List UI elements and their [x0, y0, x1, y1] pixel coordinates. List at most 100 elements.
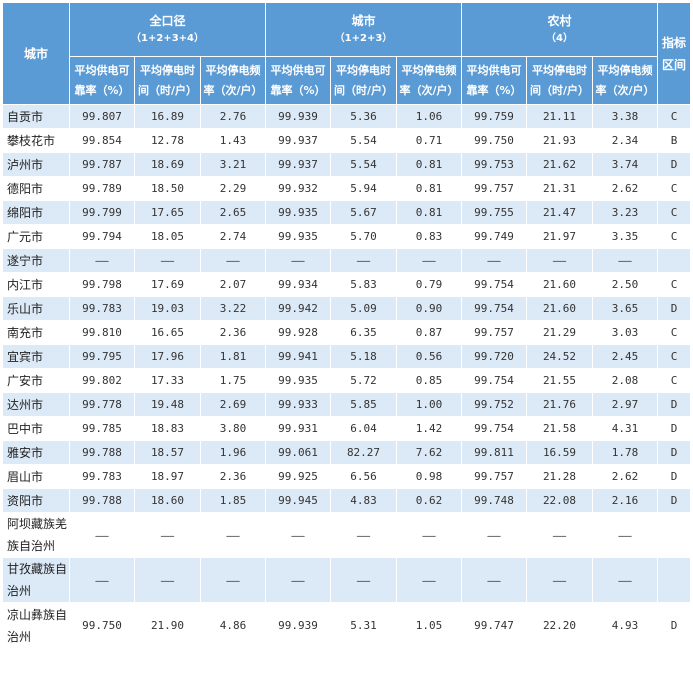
value-cell: 99.785 [69, 416, 135, 441]
city-name-cell: 乐山市 [2, 296, 70, 321]
value-cell: 19.48 [134, 392, 201, 417]
column-header-outage-frequency: 平均停电频率（次/户） [396, 56, 462, 105]
column-header-outage-time: 平均停电时间（时/户） [330, 56, 397, 105]
value-cell: 5.94 [330, 176, 397, 201]
value-cell: 99.720 [461, 344, 527, 369]
index-range-cell: D [657, 464, 692, 489]
table-row: 内江市 99.798 17.69 2.07 99.934 5.83 0.79 99.754 21… [2, 272, 692, 297]
value-cell: 1.42 [396, 416, 462, 441]
value-cell: —— [69, 512, 135, 558]
value-cell: 5.18 [330, 344, 397, 369]
value-cell: 99.937 [265, 152, 331, 177]
value-cell: 18.05 [134, 224, 201, 249]
value-cell: —— [526, 248, 593, 273]
value-cell: 0.71 [396, 128, 462, 153]
index-range-cell: D [657, 296, 692, 321]
value-cell: 21.55 [526, 368, 593, 393]
value-cell: 99.750 [69, 602, 135, 649]
value-cell: 0.87 [396, 320, 462, 345]
index-range-cell: C [657, 224, 692, 249]
column-header-reliability: 平均供电可靠率（%） [69, 56, 135, 105]
index-range-cell: C [657, 104, 692, 129]
value-cell: 99.945 [265, 488, 331, 513]
city-name-cell: 自贡市 [2, 104, 70, 129]
value-cell: —— [526, 512, 593, 558]
table-row: 自贡市 99.807 16.89 2.76 99.939 5.36 1.06 99.759 21… [2, 104, 692, 129]
value-cell: 0.85 [396, 368, 462, 393]
group-header-urban: 城市 （1+2+3） [265, 2, 462, 57]
value-cell: 99.749 [461, 224, 527, 249]
value-cell: 3.21 [200, 152, 266, 177]
city-name-cell: 攀枝花市 [2, 128, 70, 153]
value-cell: 2.62 [591, 176, 659, 201]
value-cell: 99.750 [461, 128, 527, 153]
index-range-cell: D [657, 488, 692, 513]
table-row: 绵阳市 99.799 17.65 2.65 99.935 5.67 0.81 99.755 21… [2, 200, 692, 225]
reliability-table: 城市 全口径 （1+2+3+4） 城市 （1+2+3） 农村 （4） 指标区间 … [2, 2, 692, 649]
group-subtitle: （4） [546, 32, 573, 44]
value-cell: —— [396, 512, 462, 558]
value-cell: 99.933 [265, 392, 331, 417]
table-row: 眉山市 99.783 18.97 2.36 99.925 6.56 0.98 99.757 21… [2, 464, 692, 489]
value-cell: 2.74 [200, 224, 266, 249]
value-cell: 1.75 [200, 368, 266, 393]
city-name-cell: 雅安市 [2, 440, 70, 465]
group-subtitle: （1+2+3+4） [131, 32, 204, 44]
value-cell: —— [526, 557, 593, 603]
value-cell: 0.81 [396, 200, 462, 225]
index-range-header: 指标区间 [657, 2, 692, 105]
value-cell: 99.937 [265, 128, 331, 153]
value-cell: 5.85 [330, 392, 397, 417]
city-name-line: 凉山彝族自 [7, 607, 68, 622]
value-cell: 6.04 [330, 416, 397, 441]
index-range-cell: C [657, 176, 692, 201]
value-cell: 99.061 [265, 440, 331, 465]
value-cell: —— [461, 557, 527, 603]
value-cell: 4.83 [330, 488, 397, 513]
value-cell: 3.80 [200, 416, 266, 441]
table-row: 广安市 99.802 17.33 1.75 99.935 5.72 0.85 99.754 21… [2, 368, 692, 393]
value-cell: 99.798 [69, 272, 135, 297]
value-cell: 99.935 [265, 200, 331, 225]
value-cell: 7.62 [396, 440, 462, 465]
value-cell: —— [134, 512, 201, 558]
value-cell: 0.81 [396, 152, 462, 177]
group-title: 全口径 [149, 13, 186, 28]
value-cell: 21.29 [526, 320, 593, 345]
city-name-cell: 广安市 [2, 368, 70, 393]
index-range-cell [657, 512, 692, 558]
value-cell: 5.31 [330, 602, 397, 649]
city-name-cell: 资阳市 [2, 488, 70, 513]
value-cell: 1.78 [591, 440, 659, 465]
city-name-cell: 宜宾市 [2, 344, 70, 369]
value-cell: —— [134, 557, 201, 603]
index-range-cell: D [657, 392, 692, 417]
value-cell: 99.941 [265, 344, 331, 369]
value-cell: 99.788 [69, 488, 135, 513]
index-range-cell: C [657, 344, 692, 369]
value-cell: 99.778 [69, 392, 135, 417]
city-name-cell: 凉山彝族自 治州 [2, 602, 70, 649]
value-cell: 18.50 [134, 176, 201, 201]
value-cell: 2.36 [200, 320, 266, 345]
value-cell: 18.60 [134, 488, 201, 513]
value-cell: —— [396, 248, 462, 273]
value-cell: 16.89 [134, 104, 201, 129]
column-header-outage-time: 平均停电时间（时/户） [134, 56, 201, 105]
value-cell: 2.07 [200, 272, 266, 297]
value-cell: 2.97 [591, 392, 659, 417]
value-cell: —— [330, 248, 397, 273]
value-cell: 99.783 [69, 464, 135, 489]
index-range-cell: B [657, 128, 692, 153]
value-cell: 99.789 [69, 176, 135, 201]
value-cell: 99.755 [461, 200, 527, 225]
column-header-outage-frequency: 平均停电频率（次/户） [591, 56, 659, 105]
table-row: 巴中市 99.785 18.83 3.80 99.931 6.04 1.42 99.754 21… [2, 416, 692, 441]
value-cell: 21.93 [526, 128, 593, 153]
column-header-reliability: 平均供电可靠率（%） [265, 56, 331, 105]
value-cell: 16.59 [526, 440, 593, 465]
value-cell: 5.70 [330, 224, 397, 249]
value-cell: 1.05 [396, 602, 462, 649]
value-cell: 99.754 [461, 296, 527, 321]
value-cell: —— [591, 248, 659, 273]
